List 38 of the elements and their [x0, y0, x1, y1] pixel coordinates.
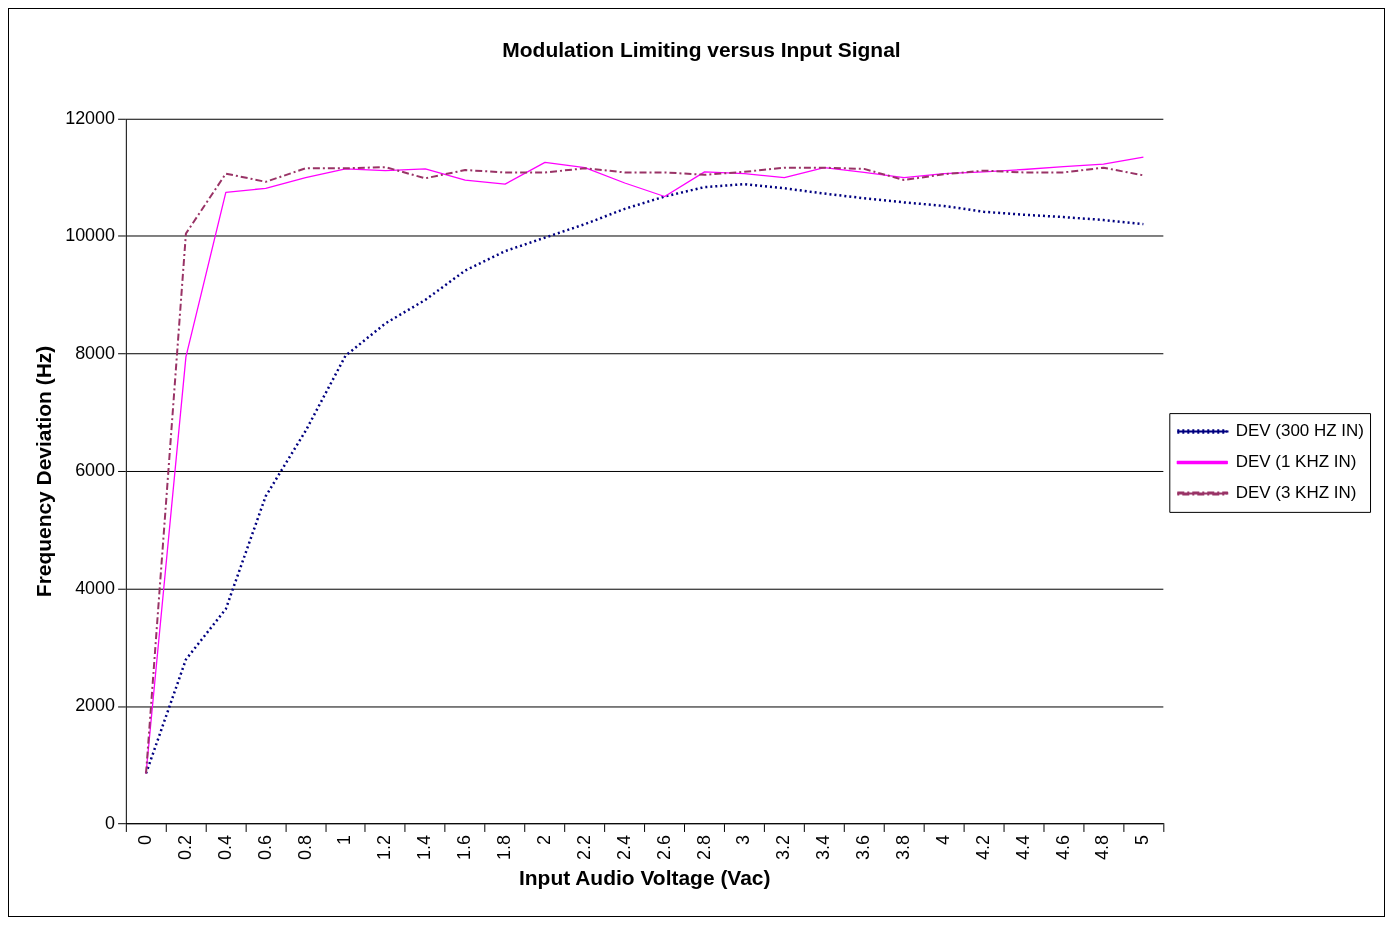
x-tick-label: 2.2 — [573, 834, 594, 860]
x-tick-label: 0 — [134, 834, 155, 845]
x-tick-label: 0.4 — [214, 834, 235, 860]
x-tick-label: 4.8 — [1092, 834, 1113, 860]
legend-label: DEV (1 KHZ IN) — [1235, 452, 1357, 472]
x-tick-label: 0.2 — [174, 834, 195, 860]
x-tick-label: 1.6 — [454, 834, 475, 860]
x-tick-label: 5 — [1132, 834, 1153, 845]
x-tick-label: 4.6 — [1052, 834, 1073, 860]
legend-label: DEV (300 HZ IN) — [1235, 421, 1364, 441]
x-tick-label: 3.8 — [892, 834, 913, 860]
y-axis-title: Frequency Deviation (Hz) — [32, 345, 56, 598]
x-tick-label: 4.4 — [1012, 834, 1033, 860]
x-tick-label: 1 — [334, 834, 355, 845]
x-tick-label: 1.2 — [374, 834, 395, 860]
x-tick-label: 0.8 — [294, 834, 315, 860]
x-axis-title: Input Audio Voltage (Vac) — [518, 866, 771, 890]
x-tick-label: 3 — [733, 834, 754, 845]
x-tick-label: 3.2 — [773, 834, 794, 860]
x-tick-label: 3.6 — [853, 834, 874, 860]
x-tick-label: 0.6 — [254, 834, 275, 860]
y-tick-label: 6000 — [75, 460, 116, 481]
x-tick-label: 3.4 — [813, 834, 834, 860]
x-tick-label: 2.6 — [653, 834, 674, 860]
x-tick-label: 4.2 — [972, 834, 993, 860]
y-tick-label: 8000 — [75, 342, 116, 363]
y-tick-label: 2000 — [75, 695, 116, 716]
chart-title: Modulation Limiting versus Input Signal — [502, 38, 901, 62]
y-tick-label: 10000 — [65, 225, 116, 246]
y-tick-label: 12000 — [65, 107, 116, 128]
legend-label: DEV (3 KHZ IN) — [1235, 483, 1357, 503]
x-tick-label: 2.8 — [693, 834, 714, 860]
x-tick-label: 1.8 — [494, 834, 515, 860]
x-tick-label: 2.4 — [613, 834, 634, 860]
x-tick-label: 4 — [932, 834, 953, 845]
y-tick-label: 4000 — [75, 577, 116, 598]
x-tick-label: 2 — [533, 834, 554, 845]
x-tick-label: 1.4 — [414, 834, 435, 860]
